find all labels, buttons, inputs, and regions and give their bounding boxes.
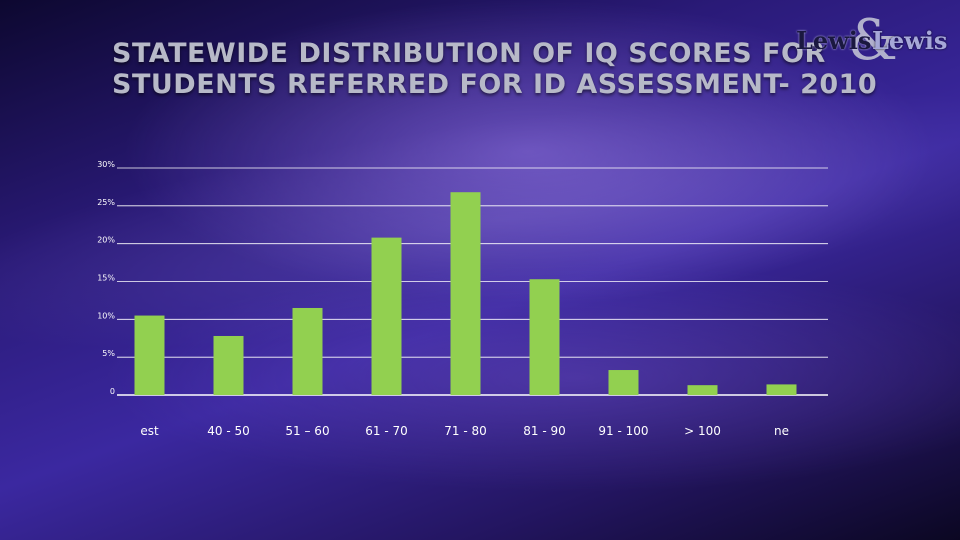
x-category-label: 40 - 50 <box>207 424 250 438</box>
x-category-label: est <box>140 424 159 438</box>
x-category-label: ne <box>774 424 789 438</box>
bar <box>687 385 718 395</box>
x-category-label: 91 - 100 <box>598 424 648 438</box>
y-tick-label: 25% <box>97 198 115 207</box>
title-line-1: Statewide Distribution of IQ Scores for <box>112 38 826 69</box>
x-category-label: 71 - 80 <box>444 424 487 438</box>
bar <box>134 315 165 395</box>
bar <box>371 237 402 395</box>
bar <box>292 307 323 395</box>
y-tick-label: 10% <box>97 311 115 320</box>
x-category-label: 61 - 70 <box>365 424 408 438</box>
bar <box>608 370 639 395</box>
logo-word-2: Lewis <box>872 26 948 55</box>
bar <box>450 192 481 395</box>
y-tick-label: 5% <box>102 349 115 358</box>
bar <box>529 279 560 395</box>
lewis-and-lewis-logo: & Lewis Lewis <box>792 8 952 73</box>
logo-word-1: Lewis <box>796 26 872 55</box>
x-category-label: 51 – 60 <box>285 424 329 438</box>
logo-ampersand: & <box>848 8 898 73</box>
x-category-label: 81 - 90 <box>523 424 566 438</box>
x-category-label: > 100 <box>684 424 721 438</box>
y-tick-label: 15% <box>97 274 115 283</box>
y-tick-label: 30% <box>97 160 115 169</box>
y-tick-label: 20% <box>97 236 115 245</box>
y-tick-label: 0 <box>110 387 115 396</box>
bar <box>766 384 797 395</box>
bar <box>213 335 244 395</box>
